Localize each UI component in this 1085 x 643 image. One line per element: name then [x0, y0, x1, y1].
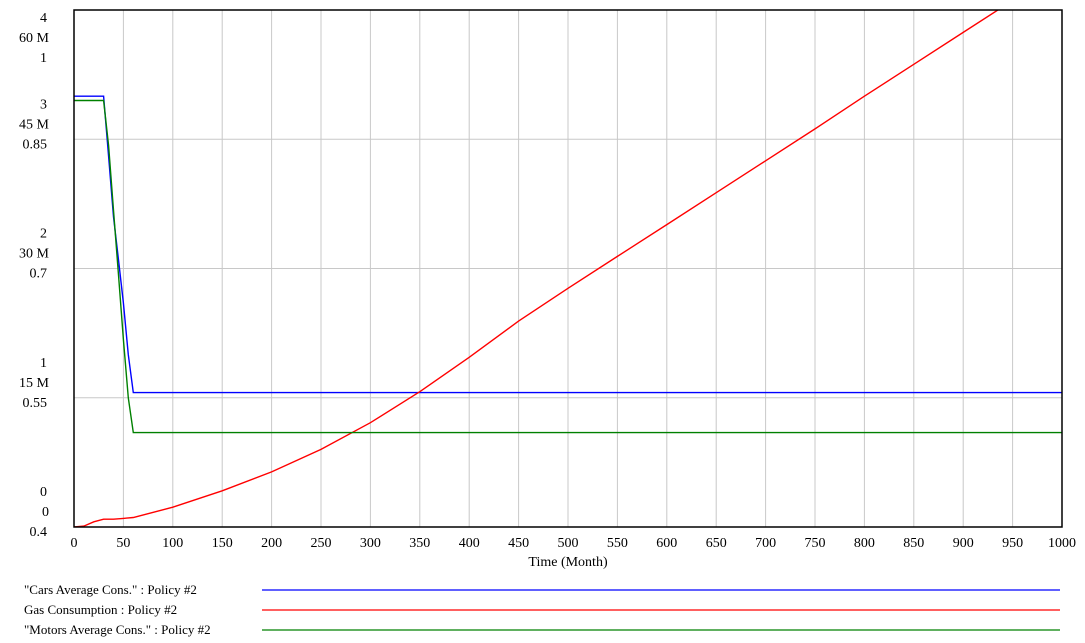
x-tick-labels: 0 50 100 150 200 250 300 350 400 450 500 550 600 650 7… [71, 536, 1077, 551]
y-tick-label: 0 [42, 505, 49, 520]
x-axis-title: Time (Month) [528, 555, 608, 570]
x-tick-label: 950 [1002, 536, 1023, 551]
x-tick-label: 750 [805, 536, 826, 551]
x-tick-label: 300 [360, 536, 381, 551]
y-tick-label: 3 [40, 97, 47, 112]
series-line-1 [74, 10, 1000, 527]
y-tick-label: 60 M [19, 31, 50, 46]
y-tick-label: 30 M [19, 247, 50, 262]
plot-frame [73, 9, 1063, 528]
y-tick-label: 0 [40, 485, 47, 500]
series-line-2 [74, 99, 1062, 434]
y-tick-label: 15 M [19, 376, 50, 391]
x-tick-label: 250 [311, 536, 332, 551]
legend-label: Gas Consumption : Policy #2 [24, 602, 177, 617]
x-tick-label: 550 [607, 536, 628, 551]
x-tick-label: 350 [409, 536, 430, 551]
y-tick-label: 2 [40, 227, 47, 242]
x-tick-label: 800 [854, 536, 875, 551]
y-tick-label: 0.7 [30, 267, 48, 282]
x-tick-label: 0 [71, 536, 78, 551]
x-tick-label: 600 [656, 536, 677, 551]
x-tick-label: 500 [558, 536, 579, 551]
x-tick-label: 400 [459, 536, 480, 551]
y-tick-label: 4 [40, 11, 47, 26]
legend: "Cars Average Cons." : Policy #2 Gas Cons… [24, 582, 1060, 637]
x-tick-label: 200 [261, 536, 282, 551]
y-tick-label: 0.4 [30, 525, 48, 540]
x-tick-label: 850 [903, 536, 924, 551]
legend-label: "Motors Average Cons." : Policy #2 [24, 622, 211, 637]
x-tick-label: 1000 [1048, 536, 1076, 551]
y-tick-label: 0.85 [23, 137, 48, 152]
y-tick-label: 45 M [19, 117, 50, 132]
x-tick-label: 900 [953, 536, 974, 551]
x-tick-label: 650 [706, 536, 727, 551]
y-tick-label: 0.55 [23, 396, 48, 411]
legend-label: "Cars Average Cons." : Policy #2 [24, 582, 197, 597]
x-tick-label: 150 [212, 536, 233, 551]
y-tick-label: 1 [40, 51, 47, 66]
x-tick-label: 450 [508, 536, 529, 551]
series-lines [74, 10, 1062, 527]
x-tick-label: 100 [162, 536, 183, 551]
y-tick-labels: 0 0 0.4 1 15 M 0.55 2 30 M 0.7 3 45 M 0.85 4 60 M 1 [19, 11, 50, 540]
x-tick-label: 700 [755, 536, 776, 551]
x-tick-label: 50 [116, 536, 130, 551]
grid [74, 10, 1062, 527]
y-tick-label: 1 [40, 356, 47, 371]
